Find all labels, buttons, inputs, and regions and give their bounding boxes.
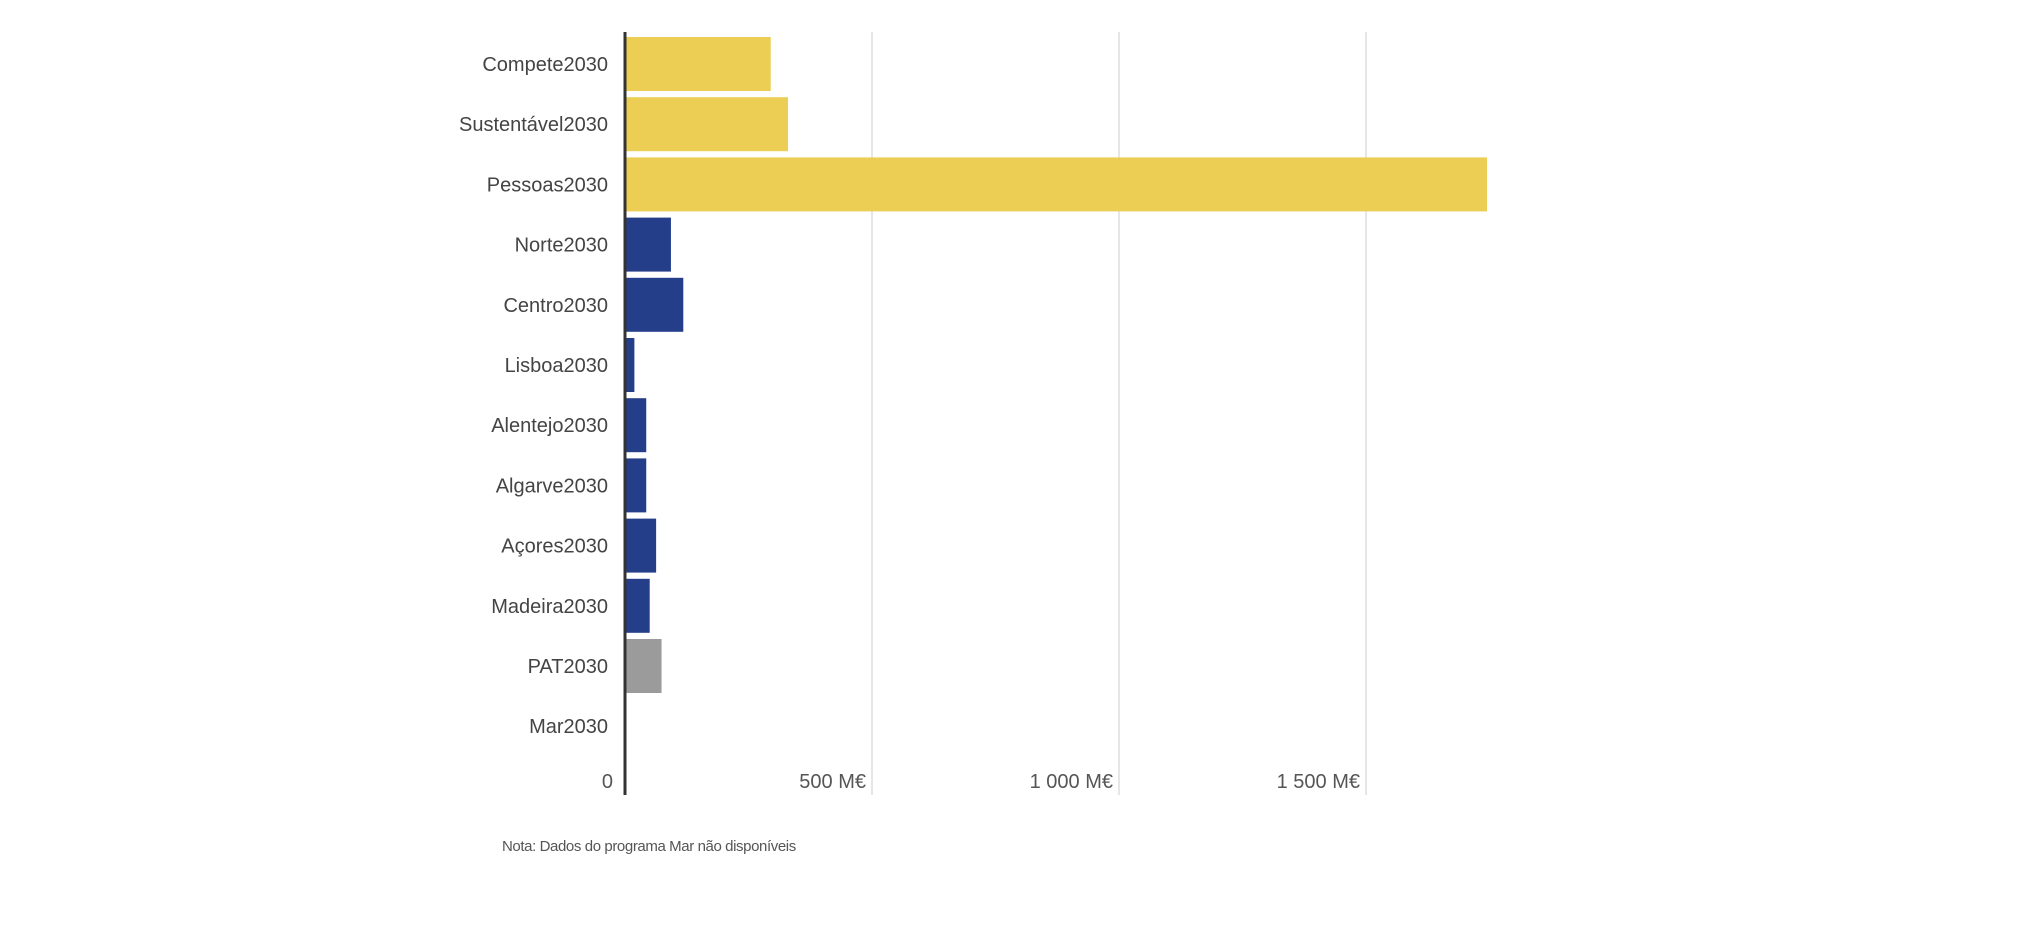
category-label: Pessoas2030 <box>487 174 608 196</box>
bar-lisboa2030 <box>626 338 635 392</box>
category-label: Sustentável2030 <box>459 114 608 136</box>
x-tick-label: 500 M€ <box>799 771 866 793</box>
bar-algarve2030 <box>626 458 647 513</box>
bar-norte2030 <box>626 217 671 272</box>
category-label: Algarve2030 <box>496 475 608 497</box>
category-label: Mar2030 <box>529 716 608 738</box>
bar-açores2030 <box>626 518 657 573</box>
category-label: Madeira2030 <box>491 596 608 618</box>
category-label: Norte2030 <box>515 235 608 257</box>
bar-compete2030 <box>626 37 771 91</box>
category-label: PAT2030 <box>528 656 608 678</box>
chart-note: Nota: Dados do programa Mar não disponív… <box>502 838 796 855</box>
category-label: Lisboa2030 <box>505 355 608 377</box>
category-label: Açores2030 <box>501 536 608 558</box>
x-tick-label: 0 <box>602 771 613 793</box>
bar-pat2030 <box>626 639 662 693</box>
category-label: Centro2030 <box>503 295 608 317</box>
bar-alentejo2030 <box>626 398 647 453</box>
bar-pessoas2030 <box>626 157 1488 212</box>
bar-centro2030 <box>626 277 684 332</box>
x-tick-label: 1 500 M€ <box>1277 771 1360 793</box>
category-label: Compete2030 <box>482 54 608 76</box>
x-tick-label: 1 000 M€ <box>1030 771 1113 793</box>
bar-sustentável2030 <box>626 97 789 152</box>
category-label: Alentejo2030 <box>491 415 608 437</box>
bar-madeira2030 <box>626 578 650 633</box>
